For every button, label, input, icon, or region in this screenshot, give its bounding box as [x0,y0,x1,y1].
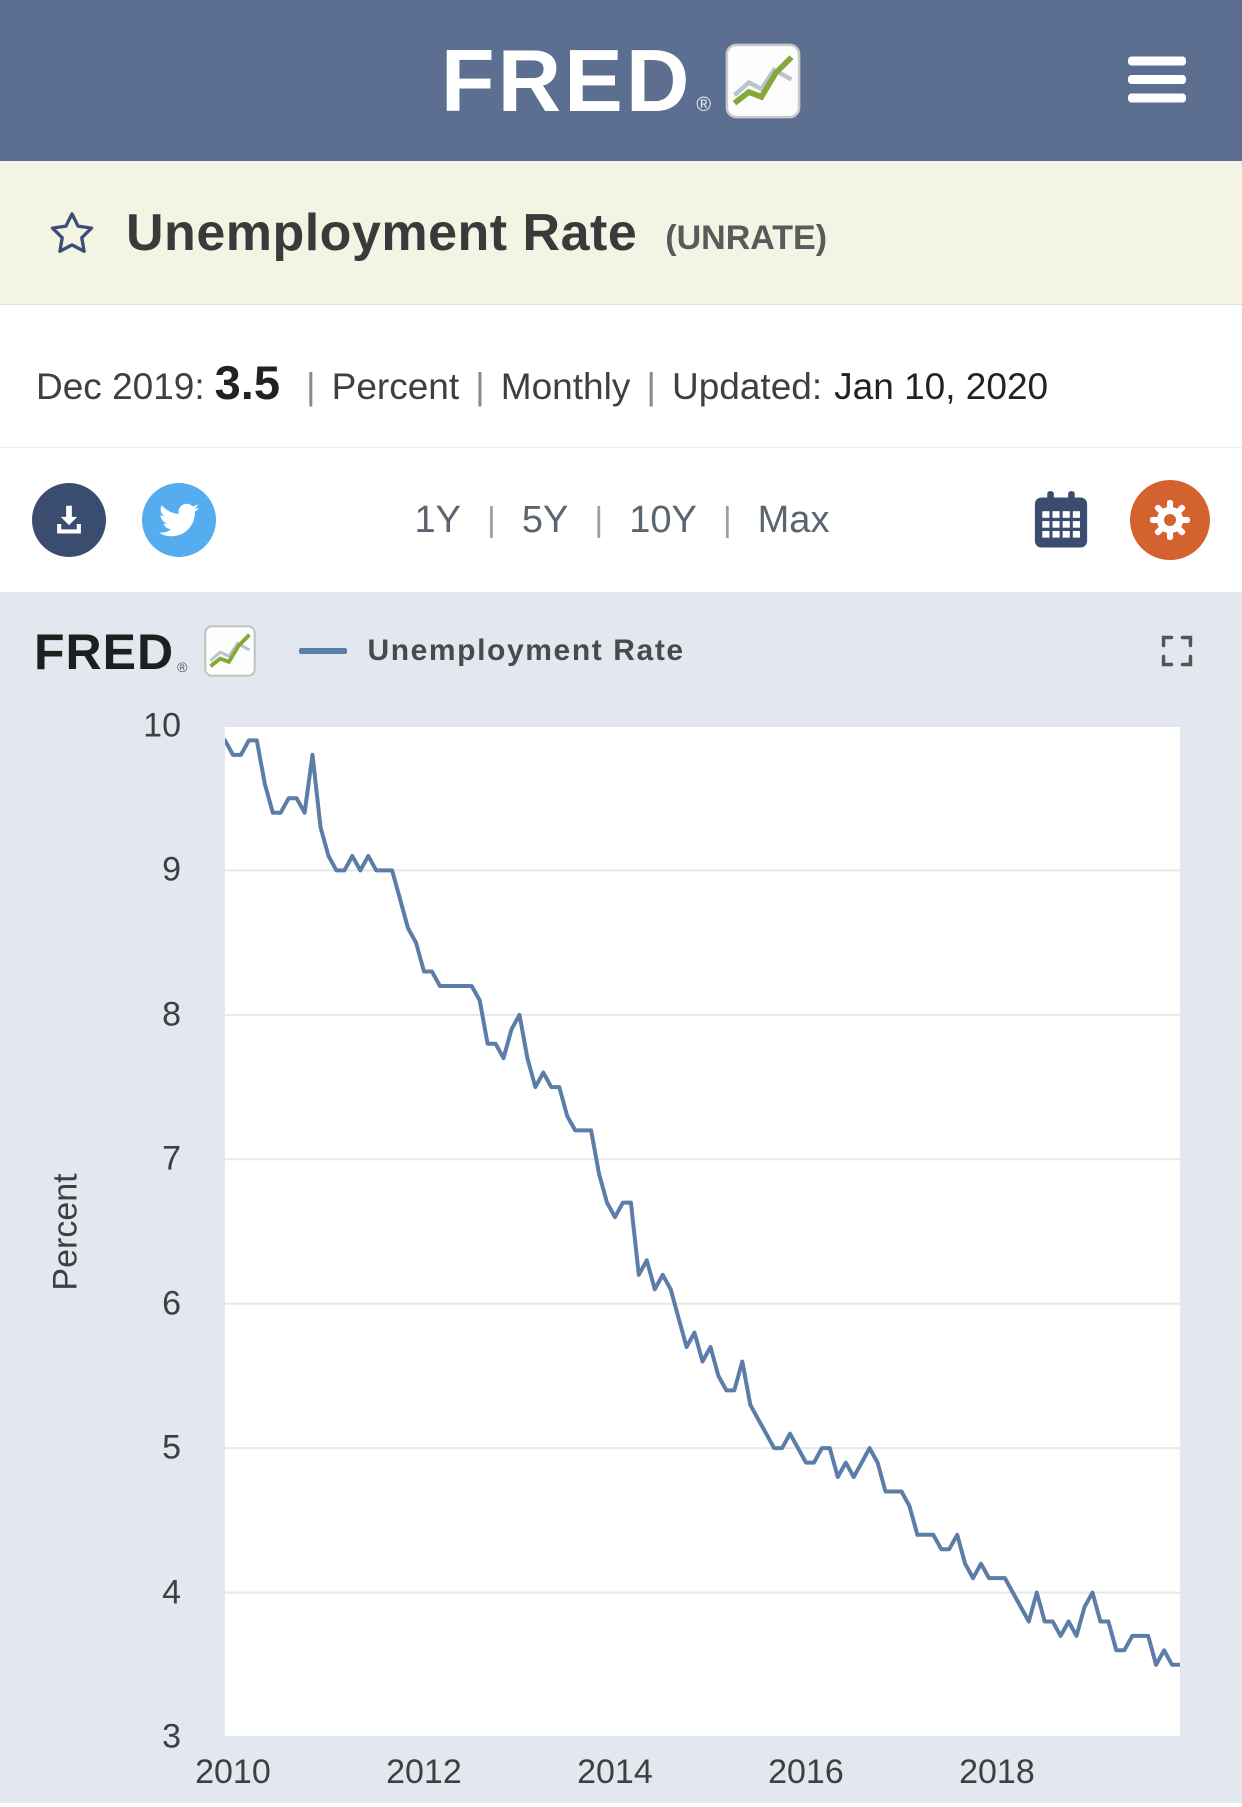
frequency-label: Monthly [500,366,631,407]
plot-region: Percent 3 4 5 6 7 8 9 10 2010 2012 2014 2016 2018 [0,707,1242,1791]
calendar-icon [1034,491,1088,548]
legend-swatch [299,648,348,654]
unemployment-line-plot [225,726,1180,1737]
fred-watermark-text: FRED [34,624,175,680]
y-axis-tick-label: 5 [162,1428,181,1467]
twitter-share-button[interactable] [142,483,216,557]
series-title-bar: Unemployment Rate (UNRATE) [0,161,1242,305]
y-axis-tick-label: 8 [162,995,181,1034]
fred-logo-chart-icon [725,43,801,118]
fullscreen-button[interactable] [1158,632,1196,670]
updated-label: Updated: [671,366,823,407]
y-axis-tick-label: 9 [162,850,181,889]
fred-logo[interactable]: FRED ® [440,30,801,130]
favorite-star-button[interactable] [46,208,98,258]
x-axis-tick-label: 2016 [768,1753,844,1791]
x-axis-tick-label: 2012 [386,1753,462,1791]
fullscreen-icon [1161,635,1193,667]
twitter-bird-icon [159,503,199,537]
date-range-selector: 1Y | 5Y | 10Y | Max [252,499,992,542]
y-axis-tick-label: 3 [162,1717,181,1756]
separator: | [487,500,496,539]
registered-mark: ® [177,659,188,675]
fred-logo-chart-icon [204,625,257,677]
x-axis-tick-label: 2010 [195,1753,271,1791]
download-icon [57,505,81,534]
star-icon [50,211,94,253]
observation-value: 3.5 [214,356,281,409]
separator: | [306,366,316,407]
range-10y[interactable]: 10Y [629,498,697,541]
y-axis-tick-label: 10 [143,706,181,745]
chart-toolbar: 1Y | 5Y | 10Y | Max [0,448,1242,592]
hamburger-icon [1128,56,1186,102]
x-axis-tick-label: 2018 [959,1753,1035,1791]
separator: | [594,500,604,539]
series-id: (UNRATE) [665,219,828,257]
separator: | [475,366,485,407]
updated-date: Jan 10, 2020 [834,366,1049,407]
chart-header: FRED ® Unemployment Rate [0,616,1242,686]
y-axis-tick-label: 7 [162,1139,181,1178]
range-5y[interactable]: 5Y [521,498,569,541]
x-axis-tick-label: 2014 [577,1753,653,1791]
registered-mark: ® [696,93,712,116]
range-max[interactable]: Max [757,498,830,541]
hamburger-menu-button[interactable] [1122,50,1192,111]
range-1y[interactable]: 1Y [414,498,462,541]
chart-legend: Unemployment Rate [299,634,684,668]
y-axis-tick-label: 6 [162,1284,181,1323]
settings-button[interactable] [1130,480,1210,560]
date-picker-button[interactable] [1028,487,1094,553]
units-label: Percent [331,366,460,407]
download-button[interactable] [32,483,106,557]
separator: | [722,500,732,539]
app-header: FRED ® [0,0,1242,161]
observation-date-label: Dec 2019: [36,366,205,407]
x-axis: 2010 2012 2014 2016 2018 [195,1737,1180,1807]
legend-label: Unemployment Rate [367,634,685,667]
fred-watermark-logo: FRED ® [34,625,259,677]
gear-icon [1150,500,1190,540]
page-title: Unemployment Rate [126,203,638,262]
line-chart[interactable] [225,726,1180,1737]
fred-logo-text: FRED [440,30,693,130]
separator: | [646,366,656,407]
series-summary: Dec 2019: 3.5 | Percent | Monthly | Upda… [0,305,1242,448]
chart-panel: FRED ® Unemployment Rate [0,592,1242,1803]
y-axis: 3 4 5 6 7 8 9 10 [0,707,225,1756]
y-axis-tick-label: 4 [162,1573,181,1612]
